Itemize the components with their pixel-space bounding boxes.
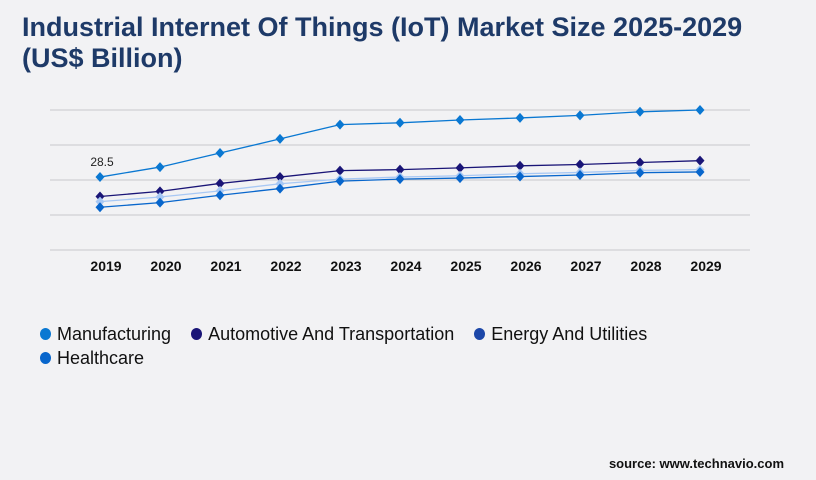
data-point: [155, 162, 165, 173]
x-tick-label: 2028: [630, 258, 661, 274]
legend-label: Manufacturing: [57, 324, 172, 344]
legend-marker-icon: [191, 328, 203, 340]
data-point: [95, 196, 105, 207]
data-point: [215, 147, 225, 158]
data-point: [635, 157, 645, 168]
data-point: [155, 197, 165, 208]
legend-item: Automotive And Transportation: [191, 322, 454, 346]
data-point: [215, 190, 225, 201]
data-point: [515, 112, 525, 123]
legend: Manufacturing Automotive And Transportati…: [40, 322, 760, 370]
data-point: [695, 166, 705, 177]
data-point: [155, 186, 165, 197]
data-point: [395, 117, 405, 128]
legend-marker-icon: [40, 352, 51, 364]
legend-label: Energy And Utilities: [491, 324, 648, 344]
data-point: [575, 159, 585, 170]
x-tick-label: 2025: [450, 258, 481, 274]
x-tick-label: 2021: [210, 258, 241, 274]
legend-marker-icon: [40, 328, 51, 340]
x-tick-label: 2022: [270, 258, 301, 274]
data-point: [335, 119, 345, 130]
legend-label: Healthcare: [57, 348, 145, 368]
legend-marker-icon: [474, 328, 486, 340]
data-point: [635, 106, 645, 117]
data-point: [275, 183, 285, 194]
data-point: [95, 172, 105, 183]
legend-item: Healthcare: [40, 346, 144, 370]
data-point: [395, 164, 405, 175]
data-point: [395, 174, 405, 185]
data-point: [95, 191, 105, 202]
x-tick-label: 2029: [690, 258, 721, 274]
line-chart: 2019 2020 2021 2022 2023 2024 2025 2026 2027 2028…: [50, 105, 750, 274]
data-point: [155, 192, 165, 203]
data-point: [695, 155, 705, 166]
data-point: [95, 202, 105, 213]
data-point: [515, 171, 525, 182]
x-tick-label: 2026: [510, 258, 541, 274]
x-tick-label: 2020: [150, 258, 181, 274]
x-tick-label: 2023: [330, 258, 361, 274]
data-label: 28.5: [90, 155, 114, 169]
x-tick-label: 2027: [570, 258, 601, 274]
data-point: [635, 167, 645, 178]
data-point: [455, 114, 465, 125]
data-point: [335, 165, 345, 176]
data-point: [275, 172, 285, 183]
legend-item: Manufacturing: [40, 322, 171, 346]
data-point: [695, 105, 705, 115]
data-point: [335, 176, 345, 187]
data-point: [575, 170, 585, 181]
data-point: [275, 133, 285, 144]
source-note: source: www.technavio.com: [608, 456, 784, 471]
chart-title: Industrial Internet Of Things (IoT) Mark…: [22, 12, 743, 73]
data-point: [575, 110, 585, 121]
x-tick-label: 2019: [90, 258, 121, 274]
legend-item: Energy And Utilities: [474, 322, 647, 346]
data-point: [215, 178, 225, 189]
data-point: [455, 162, 465, 173]
legend-label: Automotive And Transportation: [208, 324, 455, 344]
data-point: [515, 160, 525, 171]
data-point: [455, 173, 465, 184]
x-tick-label: 2024: [390, 258, 421, 274]
